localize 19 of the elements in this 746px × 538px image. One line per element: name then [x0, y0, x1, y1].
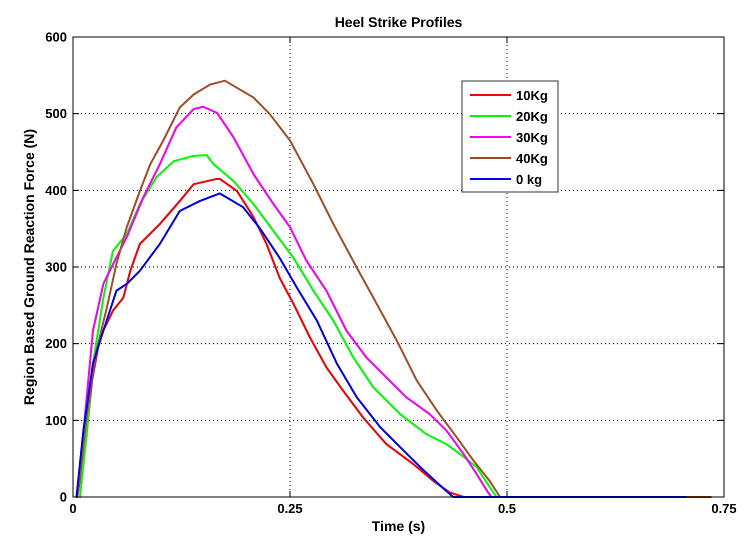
x-tick-label: 0.75	[711, 501, 737, 516]
y-tick-label: 100	[45, 412, 67, 428]
x-tick-label: 0.5	[498, 501, 516, 516]
legend-label: 40Kg	[516, 151, 548, 166]
y-tick-label: 0	[60, 490, 67, 504]
x-tick-label: 0.25	[277, 501, 303, 516]
y-tick-label: 400	[45, 182, 67, 198]
y-tick-label: 500	[45, 106, 67, 122]
x-tick-label: 0	[69, 501, 77, 516]
y-tick-label: 300	[45, 260, 67, 274]
y-tick-label: 200	[45, 336, 67, 352]
legend-label: 20Kg	[516, 109, 548, 124]
chart-title: Heel Strike Profiles	[334, 14, 463, 30]
y-tick-label: 600	[45, 30, 67, 44]
legend-label: 0 kg	[516, 172, 542, 187]
y-axis-title: Region Based Ground Reaction Force (N)	[21, 128, 37, 406]
legend-label: 10Kg	[516, 88, 548, 103]
x-axis-title: Time (s)	[372, 518, 426, 534]
legend-label: 30Kg	[516, 130, 548, 145]
